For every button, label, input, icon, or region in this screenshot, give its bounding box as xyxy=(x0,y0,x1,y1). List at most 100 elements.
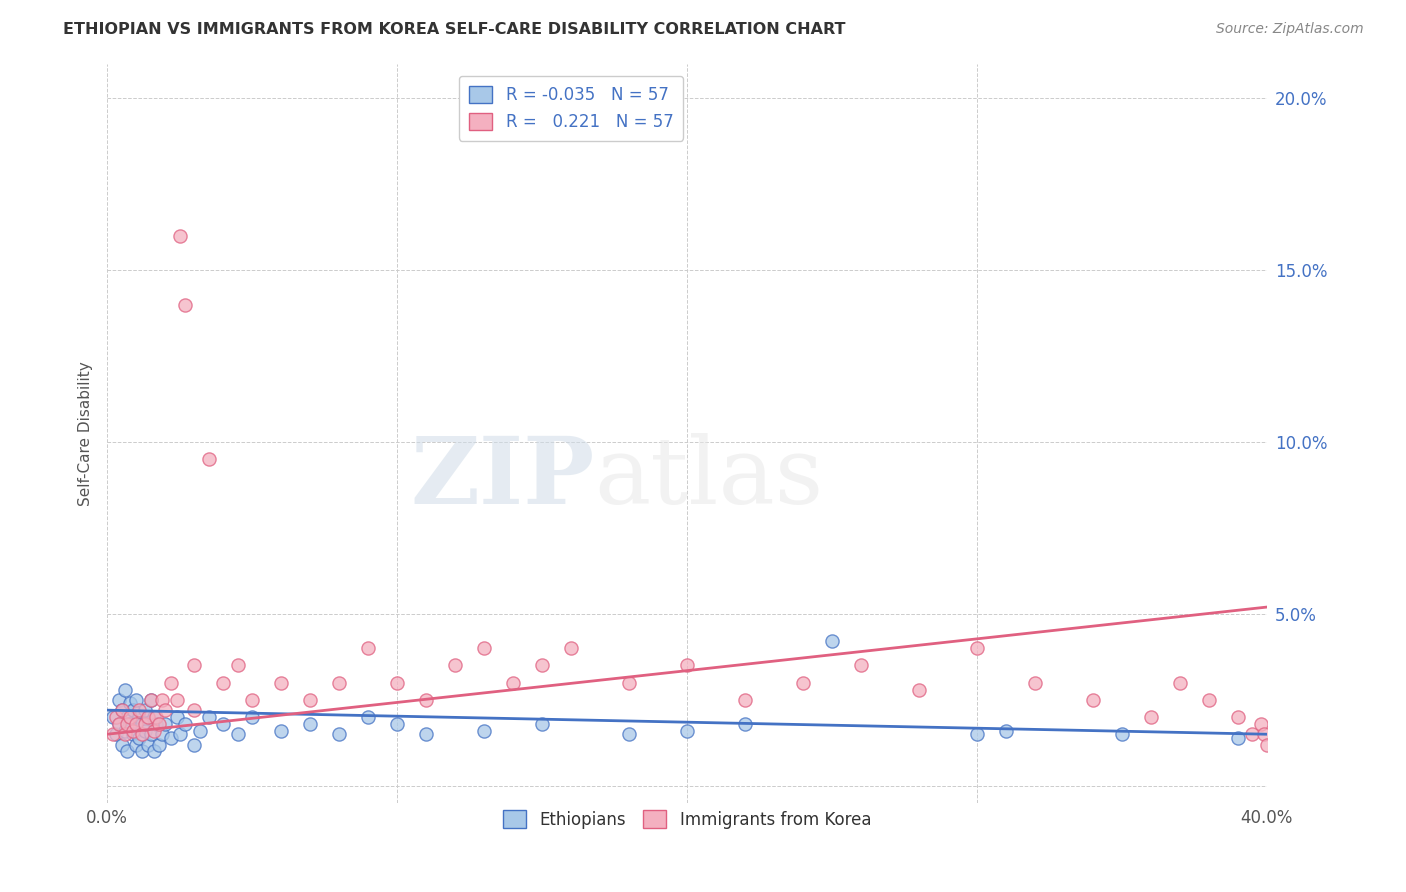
Point xyxy=(107,717,129,731)
Point xyxy=(821,634,844,648)
Point xyxy=(134,703,156,717)
Point xyxy=(734,717,756,731)
Point xyxy=(908,682,931,697)
Point xyxy=(197,452,219,467)
Point xyxy=(120,696,142,710)
Point xyxy=(148,717,170,731)
Point xyxy=(183,738,205,752)
Point xyxy=(128,731,150,745)
Point xyxy=(444,658,467,673)
Point xyxy=(1168,675,1191,690)
Point xyxy=(169,228,191,243)
Point xyxy=(142,723,165,738)
Point xyxy=(472,641,495,656)
Point xyxy=(139,693,162,707)
Point xyxy=(150,727,173,741)
Point xyxy=(328,727,350,741)
Point xyxy=(153,717,176,731)
Point xyxy=(131,744,153,758)
Point xyxy=(226,727,249,741)
Point xyxy=(128,703,150,717)
Point xyxy=(240,710,263,724)
Point xyxy=(107,717,129,731)
Point xyxy=(560,641,582,656)
Point xyxy=(122,723,145,738)
Point xyxy=(1226,731,1249,745)
Point xyxy=(160,731,183,745)
Point xyxy=(1253,727,1275,741)
Point xyxy=(174,298,197,312)
Point xyxy=(1256,738,1278,752)
Legend: Ethiopians, Immigrants from Korea: Ethiopians, Immigrants from Korea xyxy=(496,804,877,835)
Point xyxy=(270,675,292,690)
Point xyxy=(120,710,142,724)
Point xyxy=(188,723,211,738)
Point xyxy=(134,717,156,731)
Point xyxy=(131,717,153,731)
Point xyxy=(104,710,127,724)
Point xyxy=(139,693,162,707)
Point xyxy=(183,658,205,673)
Point xyxy=(174,717,197,731)
Point xyxy=(531,658,554,673)
Point xyxy=(117,744,139,758)
Point xyxy=(1081,693,1104,707)
Point xyxy=(197,710,219,724)
Point xyxy=(270,723,292,738)
Point xyxy=(299,693,322,707)
Point xyxy=(107,693,129,707)
Point xyxy=(676,723,699,738)
Point xyxy=(160,675,183,690)
Point xyxy=(1024,675,1046,690)
Point xyxy=(101,710,124,724)
Point xyxy=(134,723,156,738)
Point xyxy=(472,723,495,738)
Point xyxy=(385,675,408,690)
Point xyxy=(734,693,756,707)
Point xyxy=(1140,710,1163,724)
Y-axis label: Self-Care Disability: Self-Care Disability xyxy=(79,361,93,506)
Point xyxy=(1226,710,1249,724)
Point xyxy=(114,682,136,697)
Point xyxy=(120,717,142,731)
Point xyxy=(385,717,408,731)
Point xyxy=(101,727,124,741)
Text: ZIP: ZIP xyxy=(411,433,595,523)
Point xyxy=(117,710,139,724)
Point xyxy=(111,738,134,752)
Point xyxy=(240,693,263,707)
Point xyxy=(114,727,136,741)
Point xyxy=(212,675,235,690)
Point xyxy=(1198,693,1220,707)
Point xyxy=(994,723,1017,738)
Point xyxy=(1111,727,1133,741)
Point xyxy=(212,717,235,731)
Point xyxy=(169,727,191,741)
Point xyxy=(145,717,167,731)
Point xyxy=(531,717,554,731)
Point xyxy=(328,675,350,690)
Text: Source: ZipAtlas.com: Source: ZipAtlas.com xyxy=(1216,22,1364,37)
Point xyxy=(136,738,159,752)
Point xyxy=(1241,727,1264,741)
Point xyxy=(104,727,127,741)
Point xyxy=(183,703,205,717)
Point xyxy=(357,641,380,656)
Point xyxy=(125,738,148,752)
Point xyxy=(111,703,134,717)
Point xyxy=(114,723,136,738)
Point xyxy=(166,693,188,707)
Point xyxy=(415,727,437,741)
Point xyxy=(150,693,173,707)
Point xyxy=(153,703,176,717)
Point xyxy=(617,727,640,741)
Point xyxy=(415,693,437,707)
Point xyxy=(849,658,872,673)
Text: atlas: atlas xyxy=(595,433,824,523)
Point xyxy=(966,727,988,741)
Point xyxy=(139,727,162,741)
Point xyxy=(166,710,188,724)
Point xyxy=(122,703,145,717)
Point xyxy=(145,710,167,724)
Point xyxy=(125,693,148,707)
